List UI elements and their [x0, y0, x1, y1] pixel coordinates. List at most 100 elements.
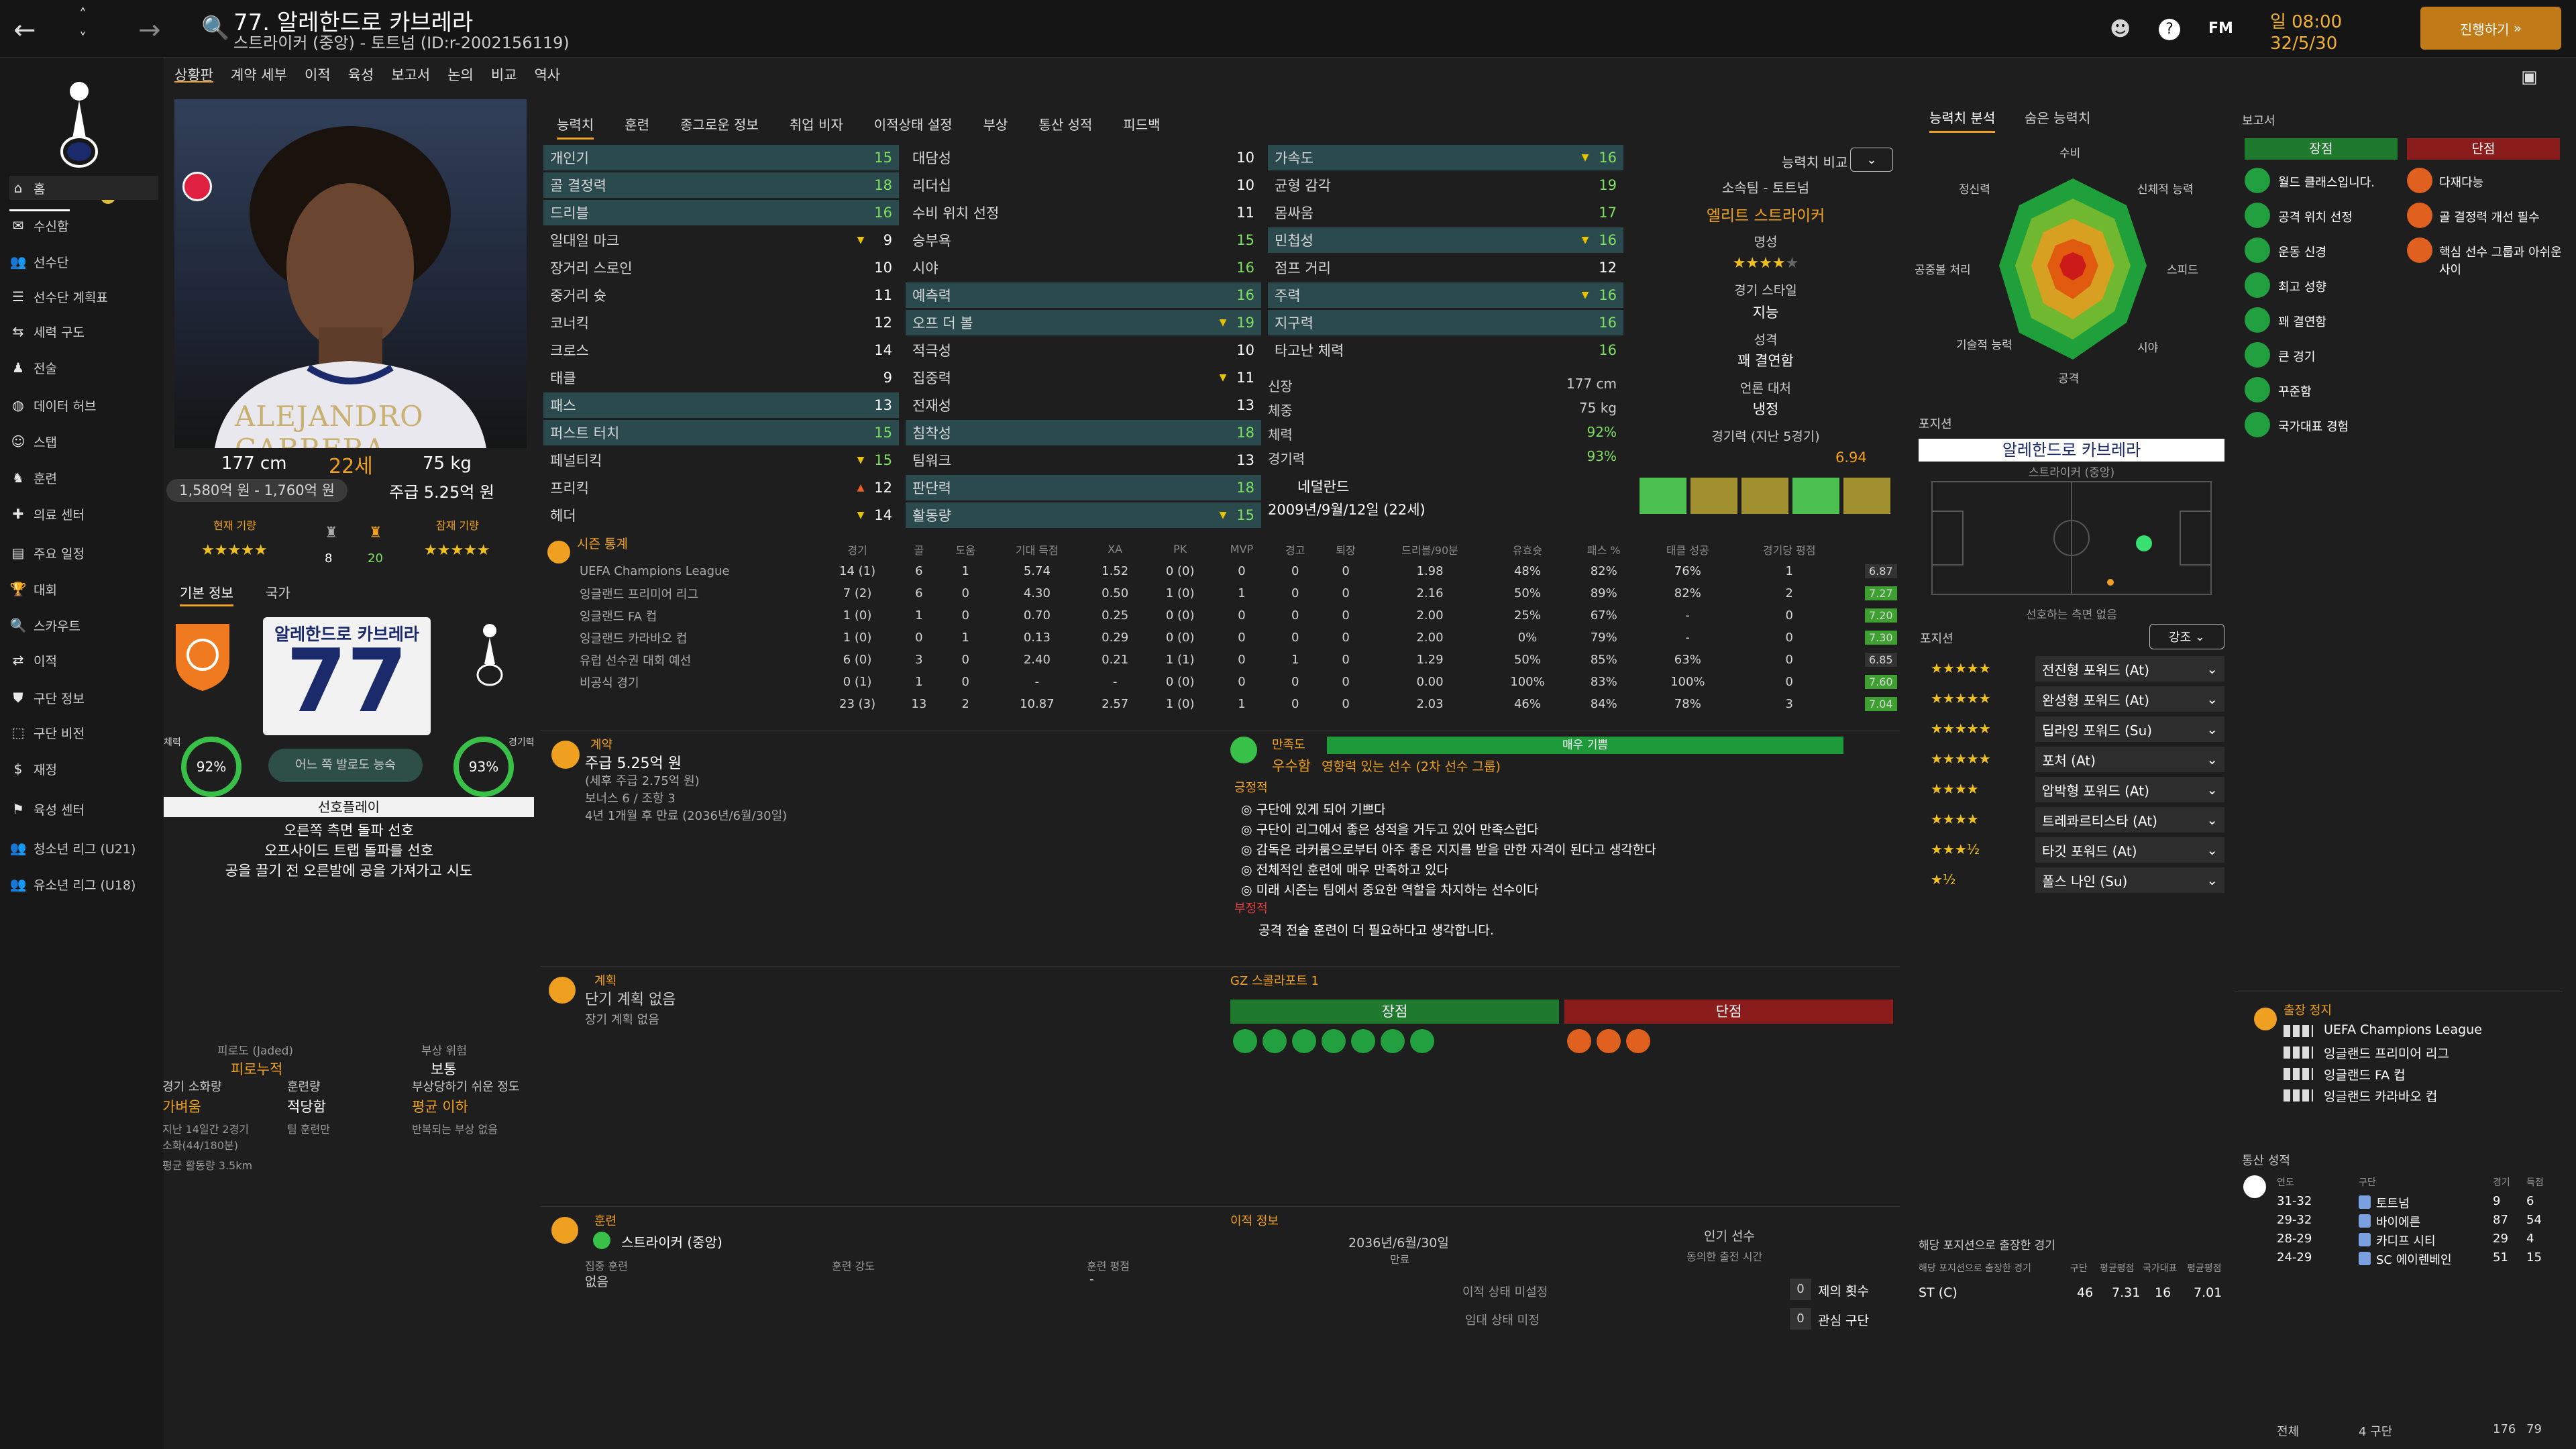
hidden-attributes-tab[interactable]: 숨은 능력치: [2025, 110, 2091, 126]
sidebar-item-tactics[interactable]: ♟ 전술: [9, 356, 158, 380]
weakness-icon[interactable]: [1626, 1029, 1650, 1053]
attr-row-mental[interactable]: 활동량 ▼ 15: [906, 502, 1261, 528]
continue-button[interactable]: 진행하기 »: [2420, 7, 2561, 50]
attr-row-tech[interactable]: 프리킥 ▲ 12: [543, 475, 899, 500]
help-icon[interactable]: ?: [2159, 19, 2180, 40]
tab-transfer[interactable]: 이적: [304, 67, 331, 83]
stat-header[interactable]: PK: [1173, 543, 1187, 555]
sidebar-item-club-vision[interactable]: ⬚ 구단 비전: [9, 720, 158, 745]
attr-row-physical[interactable]: 지구력 16: [1268, 310, 1623, 335]
attr-tab-visa[interactable]: 취업 비자: [789, 117, 843, 133]
career-cell[interactable]: 바이에른: [2376, 1216, 2421, 1230]
scout-title[interactable]: GZ 스콜라포트 1: [1230, 974, 1319, 988]
attr-row-tech[interactable]: 헤더 ▼ 14: [543, 502, 899, 528]
attr-row-tech[interactable]: 크로스 14: [543, 337, 899, 363]
highlight-dropdown[interactable]: 강조 ⌄: [2149, 624, 2224, 649]
attr-row-mental[interactable]: 시야 16: [906, 255, 1261, 280]
attr-row-mental[interactable]: 판단력 18: [906, 475, 1261, 500]
transfer-title[interactable]: 이적 정보: [1230, 1214, 1279, 1228]
career-cell[interactable]: SC 에이렌베인: [2376, 1253, 2452, 1267]
sidebar-item-scouting[interactable]: 🔍 스카우트: [9, 613, 158, 637]
tab-development[interactable]: 육성: [347, 67, 374, 83]
back-icon[interactable]: ←: [13, 15, 36, 46]
sidebar-item-squad[interactable]: 👥 선수단: [9, 250, 158, 274]
attr-row-mental[interactable]: 적극성 10: [906, 337, 1261, 363]
sidebar-item-squad-planner[interactable]: ☰ 선수단 계획표: [9, 284, 158, 309]
season-stats-title[interactable]: 시즌 통계: [577, 537, 628, 551]
table-row[interactable]: 비공식 경기 0 (1) 1 0 - - 0 (0) 0 0 0 0.00 100% 83% 100% 0 7…: [576, 671, 1917, 693]
attr-row-tech[interactable]: 장거리 스로인 10: [543, 255, 899, 280]
attr-tab-transfer-status[interactable]: 이적상태 설정: [873, 117, 953, 133]
sidebar-item-u18[interactable]: 👥 유소년 리그 (U18): [9, 872, 158, 896]
weakness-icon[interactable]: [1597, 1029, 1621, 1053]
suspension-title[interactable]: 출장 정지: [2284, 1004, 2332, 1018]
stat-header[interactable]: 도움: [955, 543, 975, 557]
sidebar-item-schedule[interactable]: ▤ 주요 일정: [9, 541, 158, 565]
role-dropdown[interactable]: 압박형 포워드 (At) ⌄: [2035, 777, 2224, 802]
career-cell[interactable]: 카디프 시티: [2376, 1234, 2436, 1248]
plan-title[interactable]: 계획: [594, 974, 617, 988]
attr-row-mental[interactable]: 예측력 16: [906, 282, 1261, 308]
roles-title[interactable]: 포지션: [1920, 632, 1953, 646]
search-icon[interactable]: 🔍: [201, 15, 230, 42]
attr-row-physical[interactable]: 균형 감각 19: [1268, 172, 1623, 198]
stat-header[interactable]: 패스 %: [1587, 543, 1621, 557]
role-dropdown[interactable]: 딥라잉 포워드 (Su) ⌄: [2035, 716, 2224, 742]
sidebar-item-transfers[interactable]: ⇄ 이적: [9, 648, 158, 672]
stat-header[interactable]: 퇴장: [1336, 543, 1356, 557]
strength-icon[interactable]: [1410, 1029, 1434, 1053]
attr-row-physical[interactable]: 타고난 체력 16: [1268, 337, 1623, 363]
attr-row-tech[interactable]: 패스 13: [543, 392, 899, 418]
strength-icon[interactable]: [1233, 1029, 1257, 1053]
attr-tab-injury[interactable]: 부상: [983, 117, 1008, 133]
attr-row-mental[interactable]: 팀워크 13: [906, 447, 1261, 473]
basic-info-tab[interactable]: 기본 정보: [180, 582, 233, 606]
sidebar-item-dynamics[interactable]: ⇆ 세력 구도: [9, 319, 158, 343]
sidebar-item-home[interactable]: ⌂ 홈: [9, 176, 158, 200]
forward-icon[interactable]: →: [138, 15, 161, 46]
nation-tab[interactable]: 국가: [266, 585, 290, 601]
attr-tab-homegrown[interactable]: 종그로운 정보: [680, 117, 759, 133]
attr-tab-training[interactable]: 훈련: [625, 117, 650, 133]
sidebar-item-inbox[interactable]: ✉ 수신함: [9, 213, 158, 237]
role-dropdown[interactable]: 트레콰르티스타 (At) ⌄: [2035, 807, 2224, 833]
weakness-icon[interactable]: [1567, 1029, 1591, 1053]
down-icon[interactable]: ˅: [79, 31, 87, 48]
table-row[interactable]: UEFA Champions League 14 (1) 6 1 5.74 1.52 0 (…: [576, 560, 1917, 582]
attr-row-tech[interactable]: 중거리 슛 11: [543, 282, 899, 308]
stat-header[interactable]: 골: [914, 543, 924, 557]
attr-row-physical[interactable]: 주력 ▼ 16: [1268, 282, 1623, 308]
strength-icon[interactable]: [1381, 1029, 1405, 1053]
attr-row-tech[interactable]: 퍼스트 터치 15: [543, 420, 899, 445]
stat-header[interactable]: 경기: [847, 543, 867, 557]
club-crest[interactable]: [52, 64, 106, 178]
tab-dashboard[interactable]: 상황판: [174, 67, 213, 83]
stat-header[interactable]: MVP: [1230, 543, 1254, 555]
layout-icon[interactable]: ▣: [2521, 67, 2538, 87]
attr-row-mental[interactable]: 집중력 ▼ 11: [906, 365, 1261, 390]
tab-history[interactable]: 역사: [534, 67, 561, 83]
stat-header[interactable]: 경고: [1285, 543, 1305, 557]
strength-icon[interactable]: [1322, 1029, 1346, 1053]
attr-row-mental[interactable]: 전재성 13: [906, 392, 1261, 418]
sidebar-item-training[interactable]: ♞ 훈련: [9, 466, 158, 490]
stat-header[interactable]: 기대 득점: [1015, 543, 1059, 557]
attr-row-physical[interactable]: 가속도 ▼ 16: [1268, 145, 1623, 170]
career-cell[interactable]: 토트넘: [2376, 1197, 2410, 1211]
attr-tab-attributes[interactable]: 능력치: [557, 114, 594, 140]
role-dropdown[interactable]: 폴스 나인 (Su) ⌄: [2035, 867, 2224, 893]
attr-row-physical[interactable]: 몸싸움 17: [1268, 200, 1623, 225]
compare-dropdown[interactable]: ⌄: [1850, 148, 1893, 172]
attr-row-mental[interactable]: 대담성 10: [906, 145, 1261, 170]
attr-row-tech[interactable]: 골 결정력 18: [543, 172, 899, 198]
table-row[interactable]: 잉글랜드 카라바오 컵 1 (0) 0 1 0.13 0.29 0 (0) 0 0 0 2.00 0%…: [576, 627, 1917, 649]
attr-row-mental[interactable]: 침착성 18: [906, 420, 1261, 445]
sidebar-item-medical[interactable]: ✚ 의료 센터: [9, 502, 158, 526]
sidebar-item-competitions[interactable]: 🏆 대회: [9, 577, 158, 601]
stat-header[interactable]: 유효슛: [1512, 543, 1543, 557]
attr-row-tech[interactable]: 페널티킥 ▼ 15: [543, 447, 899, 473]
strength-icon[interactable]: [1351, 1029, 1375, 1053]
role-dropdown[interactable]: 전진형 포워드 (At) ⌄: [2035, 656, 2224, 682]
table-row[interactable]: 잉글랜드 프리미어 리그 7 (2) 6 0 4.30 0.50 1 (0) 1 0 0 2.16 5…: [576, 582, 1917, 604]
attr-row-tech[interactable]: 일대일 마크 ▼ 9: [543, 227, 899, 253]
